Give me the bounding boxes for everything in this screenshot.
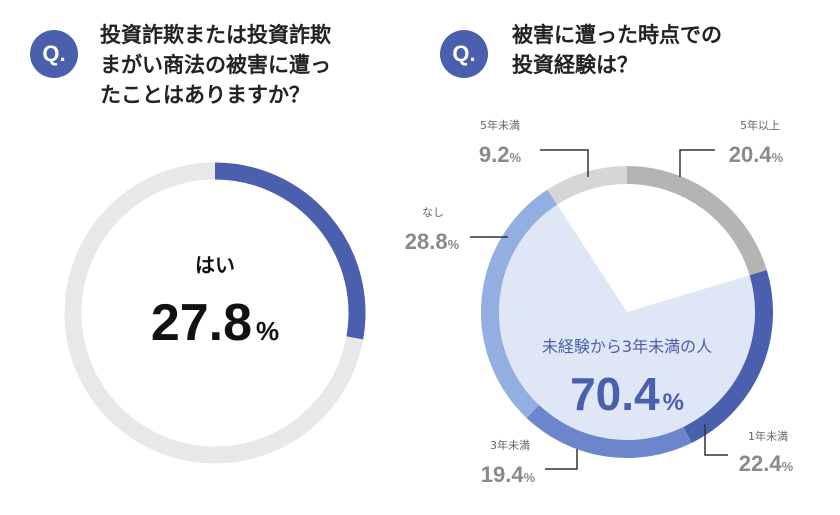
chart2-label-none: なし: [422, 206, 444, 219]
chart1-center-label: はい: [195, 253, 235, 277]
chart2-unit-lt1: %: [782, 459, 794, 474]
chart2-value-lt1-group: 22.4%: [739, 451, 794, 476]
chart2-unit-lt5: %: [510, 150, 522, 165]
chart2-value-lt1: 22.4: [739, 451, 783, 476]
question2-text: 被害に遭った時点での 投資経験は？: [512, 20, 722, 80]
question1-line-3: たことはありますか？: [100, 83, 310, 107]
chart1-center-value: 27.8: [151, 294, 252, 352]
chart2-unit-none: %: [448, 237, 460, 252]
chart2-label-5plus: 5年以上: [740, 118, 780, 132]
question1-line-2: まがい商法の被害に遭っ: [100, 53, 331, 77]
chart2-pie: [481, 166, 773, 458]
chart2-label-lt3: 3年未満: [490, 438, 530, 452]
question1-badge-label: Q.: [42, 41, 66, 66]
chart2-value-5plus: 20.4: [729, 142, 773, 167]
chart2-ring-none: [481, 189, 558, 418]
chart2-label-lt1: 1年未満: [748, 429, 788, 443]
chart2-value-lt5: 9.2: [479, 142, 510, 167]
chart2-value-lt3-group: 19.4%: [481, 462, 536, 487]
chart2-ring-lt5: [547, 166, 628, 205]
chart2-leader-lt3: [545, 449, 578, 470]
chart2-highlight-wedge: [498, 204, 755, 441]
chart2-value-lt5-group: 9.2%: [479, 142, 522, 167]
question2-badge: Q.: [440, 30, 488, 78]
question1-line-1: 投資詐欺または投資詐欺: [100, 23, 331, 47]
chart2-highlight-value: 70.4: [570, 368, 660, 420]
chart2-value-none: 28.8: [405, 229, 448, 254]
chart2-unit-5plus: %: [772, 150, 784, 165]
question2-badge-label: Q.: [452, 41, 476, 66]
chart2-value-none-group: 28.8%: [405, 229, 460, 254]
chart1-segment-yes: [214, 162, 366, 340]
chart2-value-lt3: 19.4: [481, 462, 525, 487]
question2-line-1: 被害に遭った時点での: [512, 23, 722, 47]
chart2-ring-5plus: [626, 166, 767, 276]
chart1-center-unit: %: [256, 316, 279, 346]
question2-line-2: 投資経験は？: [512, 53, 638, 77]
chart1-center-value-group: 27.8%: [151, 294, 279, 352]
chart2-highlight-value-group: 70.4%: [570, 368, 684, 420]
chart2-ring-lt3: [526, 404, 692, 458]
chart1-donut: [64, 162, 366, 464]
chart2-ring-lt1: [683, 270, 773, 443]
chart2-leader-lt5: [540, 149, 589, 177]
chart2-unit-lt3: %: [524, 470, 536, 485]
chart2-leader-lt1: [704, 424, 728, 456]
chart2-value-5plus-group: 20.4%: [729, 142, 784, 167]
chart2-highlight-unit: %: [663, 389, 684, 416]
chart2-highlight-label: 未経験から3年未満の人: [542, 337, 712, 356]
chart2-leader-lines: [470, 149, 728, 470]
question1-badge: Q.: [30, 30, 78, 78]
question1-text: 投資詐欺または投資詐欺 まがい商法の被害に遭っ たことはありますか？: [100, 20, 331, 110]
chart2-leader-5plus: [679, 149, 715, 177]
chart2-label-lt5: 5年未満: [480, 118, 520, 132]
